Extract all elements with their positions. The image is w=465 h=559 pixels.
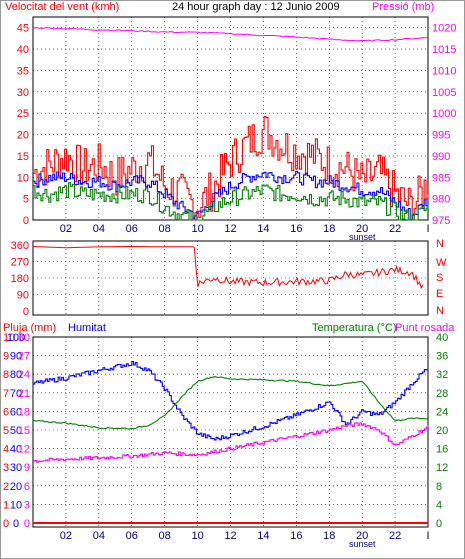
- y-tick-label: 40: [17, 44, 29, 56]
- y2-tick-label: 1015: [432, 44, 456, 56]
- x-tick-label: 14: [257, 223, 269, 235]
- y-tick-label: 0: [23, 215, 29, 227]
- dewpoint-tick-label: 30: [18, 332, 30, 344]
- compass-label: W: [436, 257, 447, 269]
- dewpoint-tick-label: 24: [18, 369, 30, 381]
- dewpoint-tick-label: 3: [24, 499, 30, 511]
- sunset-annotation-2: sunset: [349, 539, 376, 549]
- wind-speed-axis-label: Velocitat del vent (kmh): [5, 1, 119, 13]
- dewpoint-tick-label: 21: [18, 388, 30, 400]
- temperature-tick-label: 8: [436, 481, 442, 493]
- direction-tick-label: 270: [11, 257, 29, 269]
- x-tick-label: I: [426, 223, 429, 235]
- humidity-tick-label: 10: [10, 499, 22, 511]
- y2-tick-label: 990: [432, 151, 450, 163]
- y2-tick-label: 1000: [432, 108, 456, 120]
- dewpoint-tick-label: 15: [18, 425, 30, 437]
- y-tick-label: 15: [17, 151, 29, 163]
- compass-label: N: [436, 238, 444, 250]
- x-tick-label: 16: [290, 530, 302, 542]
- compass-label: S: [436, 272, 443, 284]
- rain-tick-label: 0: [3, 518, 9, 530]
- temperature-tick-label: 28: [436, 388, 448, 400]
- x-tick-label: I: [426, 530, 429, 542]
- y-tick-label: 20: [17, 130, 29, 142]
- dewpoint-tick-label: 6: [24, 481, 30, 493]
- direction-tick-label: 90: [17, 290, 29, 302]
- rain-tick-label: 7: [3, 388, 9, 400]
- y-tick-label: 10: [17, 172, 29, 184]
- x-tick-label: 02: [60, 530, 72, 542]
- dewpoint-tick-label: 12: [18, 444, 30, 456]
- direction-tick-label: 0: [23, 306, 29, 318]
- dewpoint-tick-label: 27: [18, 351, 30, 363]
- rain-tick-label: 2: [3, 481, 9, 493]
- compass-label: N: [436, 305, 444, 317]
- x-tick-label: 02: [60, 223, 72, 235]
- rain-tick-label: 3: [3, 462, 9, 474]
- y2-tick-label: 995: [432, 130, 450, 142]
- y2-tick-label: 985: [432, 172, 450, 184]
- temperature-tick-label: 40: [436, 332, 448, 344]
- temperature-tick-label: 36: [436, 351, 448, 363]
- x-tick-label: 16: [290, 223, 302, 235]
- x-tick-label: 12: [224, 223, 236, 235]
- temperature-tick-label: 16: [436, 444, 448, 456]
- x-tick-label: 18: [323, 223, 335, 235]
- temperature-axis-label: Temperatura (°C): [312, 322, 396, 334]
- y2-tick-label: 1020: [432, 23, 456, 35]
- humidity-temp-left-ticks: 0 0 01 10 32 20 63 30 94 40125 50156 60187 70218 8024…: [3, 332, 30, 530]
- temperature-tick-label: 12: [436, 462, 448, 474]
- x-tick-label: 08: [159, 530, 171, 542]
- x-tick-label: 10: [191, 223, 203, 235]
- dewpoint-tick-label: 18: [18, 406, 30, 418]
- x-tick-label: 04: [93, 223, 105, 235]
- humidity-tick-label: 0: [13, 518, 19, 530]
- chart-title: 24 hour graph day : 12 Junio 2009: [172, 1, 340, 13]
- humidity-tick-label: 20: [10, 481, 22, 493]
- y-tick-label: 25: [17, 108, 29, 120]
- y-tick-label: 5: [23, 194, 29, 206]
- x-tick-label: 14: [257, 530, 269, 542]
- rain-tick-label: 1: [3, 499, 9, 511]
- y2-tick-label: 1005: [432, 87, 456, 99]
- y2-tick-label: 1010: [432, 65, 456, 77]
- temperature-tick-label: 20: [436, 425, 448, 437]
- compass-label: E: [436, 288, 443, 300]
- x-tick-label: 08: [159, 223, 171, 235]
- y-tick-label: 35: [17, 65, 29, 77]
- rain-tick-label: 9: [3, 351, 9, 363]
- temperature-tick-label: 24: [436, 406, 448, 418]
- x-tick-label: 04: [93, 530, 105, 542]
- y2-tick-label: 975: [432, 215, 450, 227]
- x-tick-label: 10: [191, 530, 203, 542]
- x-tick-label: 06: [126, 530, 138, 542]
- x-tick-label: 18: [323, 530, 335, 542]
- direction-tick-label: 180: [11, 273, 29, 285]
- x-tick-label: 22: [389, 223, 401, 235]
- rain-tick-label: 5: [3, 425, 9, 437]
- dewpoint-tick-label: 9: [24, 462, 30, 474]
- temperature-tick-label: 0: [436, 518, 442, 530]
- y-tick-label: 30: [17, 87, 29, 99]
- pressure-axis-label: Pressió (mb): [372, 1, 434, 13]
- temperature-tick-label: 32: [436, 369, 448, 381]
- y-tick-label: 45: [17, 23, 29, 35]
- x-tick-label: 06: [126, 223, 138, 235]
- rain-tick-label: 6: [3, 406, 9, 418]
- rain-tick-label: 4: [3, 444, 9, 456]
- humidity-tick-label: 30: [10, 462, 22, 474]
- rain-tick-label: 8: [3, 369, 9, 381]
- temperature-tick-label: 4: [436, 499, 442, 511]
- direction-tick-label: 360: [11, 240, 29, 252]
- x-tick-label: 12: [224, 530, 236, 542]
- x-tick-label: 22: [389, 530, 401, 542]
- humidity-axis-label: Humitat: [68, 322, 106, 334]
- y2-tick-label: 980: [432, 194, 450, 206]
- dewpoint-tick-label: 0: [24, 518, 30, 530]
